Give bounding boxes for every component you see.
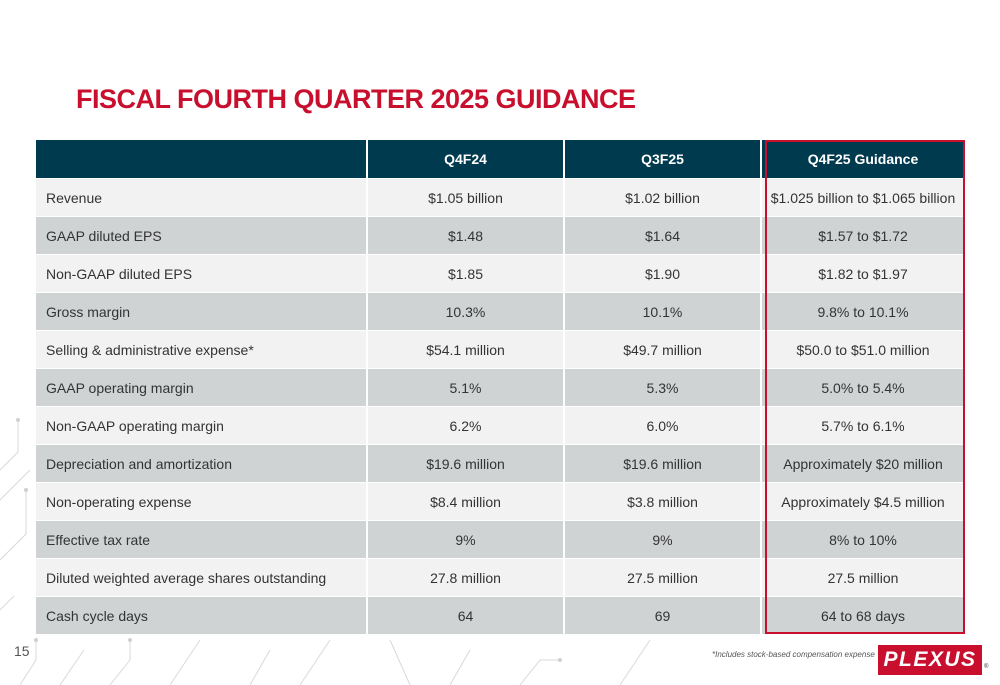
row-label: Selling & administrative expense* bbox=[36, 330, 368, 368]
cell-q4f24: $54.1 million bbox=[368, 330, 565, 368]
cell-guidance: 5.7% to 6.1% bbox=[762, 406, 964, 444]
cell-q3f25: $49.7 million bbox=[565, 330, 762, 368]
cell-q4f24: $1.48 bbox=[368, 216, 565, 254]
plexus-logo: PLEXUS bbox=[878, 645, 982, 675]
table-row: GAAP operating margin 5.1% 5.3% 5.0% to … bbox=[36, 368, 964, 406]
cell-guidance: 27.5 million bbox=[762, 558, 964, 596]
row-label: Effective tax rate bbox=[36, 520, 368, 558]
cell-q3f25: $3.8 million bbox=[565, 482, 762, 520]
row-label: Non-operating expense bbox=[36, 482, 368, 520]
table-row: Revenue $1.05 billion $1.02 billion $1.0… bbox=[36, 178, 964, 216]
row-label: Revenue bbox=[36, 178, 368, 216]
header-cell-metric bbox=[36, 140, 368, 178]
page-number: 15 bbox=[14, 643, 30, 659]
cell-q4f24: $1.85 bbox=[368, 254, 565, 292]
table-row: Non-GAAP diluted EPS $1.85 $1.90 $1.82 t… bbox=[36, 254, 964, 292]
table-row: Selling & administrative expense* $54.1 … bbox=[36, 330, 964, 368]
header-cell-q4f24: Q4F24 bbox=[368, 140, 565, 178]
cell-q4f24: 5.1% bbox=[368, 368, 565, 406]
table-header-row: Q4F24 Q3F25 Q4F25 Guidance bbox=[36, 140, 964, 178]
cell-q3f25: 27.5 million bbox=[565, 558, 762, 596]
row-label: GAAP operating margin bbox=[36, 368, 368, 406]
table-row: Effective tax rate 9% 9% 8% to 10% bbox=[36, 520, 964, 558]
table-row: Non-GAAP operating margin 6.2% 6.0% 5.7%… bbox=[36, 406, 964, 444]
cell-q4f24: $1.05 billion bbox=[368, 178, 565, 216]
cell-q4f24: 6.2% bbox=[368, 406, 565, 444]
cell-q3f25: 5.3% bbox=[565, 368, 762, 406]
table-row: Depreciation and amortization $19.6 mill… bbox=[36, 444, 964, 482]
row-label: Non-GAAP operating margin bbox=[36, 406, 368, 444]
table-row: GAAP diluted EPS $1.48 $1.64 $1.57 to $1… bbox=[36, 216, 964, 254]
table-row: Non-operating expense $8.4 million $3.8 … bbox=[36, 482, 964, 520]
footnote: *Includes stock-based compensation expen… bbox=[712, 650, 875, 659]
cell-guidance: $1.025 billion to $1.065 billion bbox=[762, 178, 964, 216]
cell-q3f25: $1.02 billion bbox=[565, 178, 762, 216]
row-label: Depreciation and amortization bbox=[36, 444, 368, 482]
cell-guidance: $1.82 to $1.97 bbox=[762, 254, 964, 292]
cell-guidance: Approximately $20 million bbox=[762, 444, 964, 482]
cell-q3f25: $19.6 million bbox=[565, 444, 762, 482]
cell-q3f25: 69 bbox=[565, 596, 762, 634]
cell-guidance: $1.57 to $1.72 bbox=[762, 216, 964, 254]
cell-q3f25: 10.1% bbox=[565, 292, 762, 330]
row-label: Cash cycle days bbox=[36, 596, 368, 634]
header-cell-q3f25: Q3F25 bbox=[565, 140, 762, 178]
row-label: Non-GAAP diluted EPS bbox=[36, 254, 368, 292]
table-row: Cash cycle days 64 69 64 to 68 days bbox=[36, 596, 964, 634]
cell-q4f24: $8.4 million bbox=[368, 482, 565, 520]
page-title: FISCAL FOURTH QUARTER 2025 GUIDANCE bbox=[76, 84, 636, 114]
cell-guidance: $50.0 to $51.0 million bbox=[762, 330, 964, 368]
cell-q3f25: $1.64 bbox=[565, 216, 762, 254]
cell-q4f24: 64 bbox=[368, 596, 565, 634]
header-cell-q4f25-guidance: Q4F25 Guidance bbox=[762, 140, 964, 178]
row-label: Gross margin bbox=[36, 292, 368, 330]
cell-q3f25: 9% bbox=[565, 520, 762, 558]
guidance-table: Q4F24 Q3F25 Q4F25 Guidance Revenue $1.05… bbox=[36, 140, 964, 634]
cell-guidance: 5.0% to 5.4% bbox=[762, 368, 964, 406]
cell-q4f24: 10.3% bbox=[368, 292, 565, 330]
table-row: Diluted weighted average shares outstand… bbox=[36, 558, 964, 596]
cell-guidance: 8% to 10% bbox=[762, 520, 964, 558]
table-row: Gross margin 10.3% 10.1% 9.8% to 10.1% bbox=[36, 292, 964, 330]
cell-guidance: 9.8% to 10.1% bbox=[762, 292, 964, 330]
cell-q4f24: $19.6 million bbox=[368, 444, 565, 482]
row-label: GAAP diluted EPS bbox=[36, 216, 368, 254]
cell-q3f25: 6.0% bbox=[565, 406, 762, 444]
registered-mark: ® bbox=[984, 664, 989, 670]
cell-q4f24: 27.8 million bbox=[368, 558, 565, 596]
cell-q3f25: $1.90 bbox=[565, 254, 762, 292]
row-label: Diluted weighted average shares outstand… bbox=[36, 558, 368, 596]
cell-q4f24: 9% bbox=[368, 520, 565, 558]
cell-guidance: Approximately $4.5 million bbox=[762, 482, 964, 520]
cell-guidance: 64 to 68 days bbox=[762, 596, 964, 634]
